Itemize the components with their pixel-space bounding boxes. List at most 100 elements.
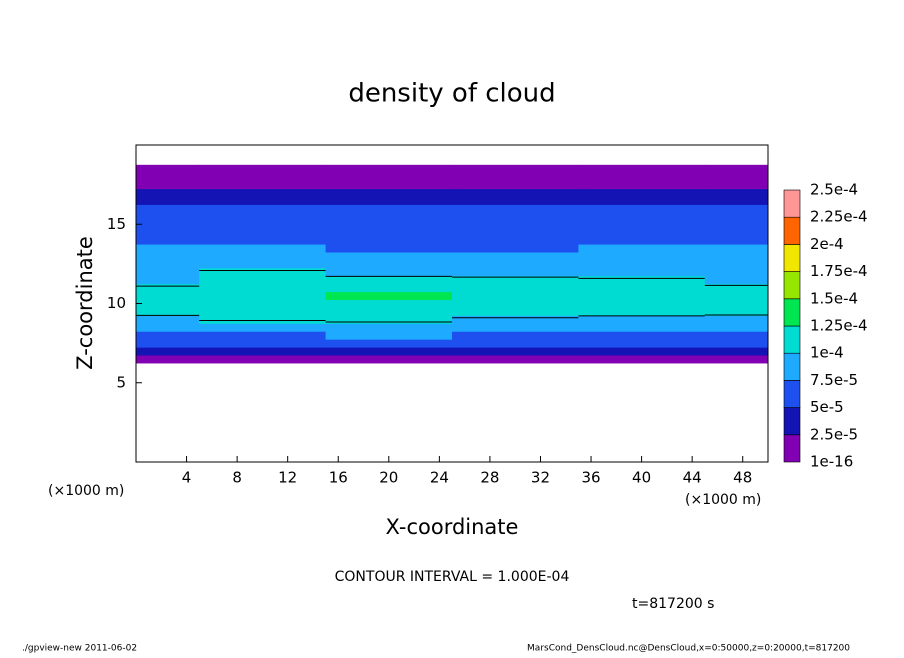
x-tick-label: 8 [232, 469, 242, 487]
field-cell [199, 172, 327, 182]
x-tick-label: 48 [733, 469, 752, 487]
field-cell [452, 259, 579, 269]
colorbar-segment [783, 407, 801, 436]
field-cell [136, 188, 200, 198]
field-cell [452, 212, 579, 221]
colorbar-label: 1.5e-4 [810, 289, 858, 307]
colorbar-segment [783, 271, 801, 300]
field-cell [578, 228, 706, 237]
colorbar-label: 5e-5 [810, 398, 844, 416]
colorbar-segment [783, 380, 801, 408]
field-cell [704, 188, 768, 198]
field-cell [704, 259, 768, 269]
field-cell [452, 307, 579, 316]
field-cell [452, 204, 579, 213]
field-cell [578, 347, 706, 356]
field-cell [452, 180, 579, 190]
x-tick-label: 16 [329, 469, 348, 487]
field-cell [704, 283, 768, 293]
field-cell [136, 283, 200, 293]
field-cell [199, 196, 327, 205]
field-cell [136, 267, 200, 277]
contour-note: CONTOUR INTERVAL = 1.000E-04 [335, 569, 570, 585]
field-cell [704, 196, 768, 205]
field-cell [578, 267, 706, 277]
field-cell [704, 236, 768, 245]
field-cell [199, 164, 327, 174]
field-cell [452, 283, 579, 293]
field-cell [325, 228, 453, 237]
field-cell [325, 244, 453, 253]
field-cell [704, 212, 768, 221]
x-tick-label: 44 [683, 469, 702, 487]
field-cell [578, 291, 706, 301]
field-cell [578, 204, 706, 213]
field-cell [578, 172, 706, 182]
x-tick-label: 12 [278, 469, 297, 487]
colorbar-segment [783, 189, 801, 218]
field-cell [325, 315, 453, 324]
y-tick-label: 5 [116, 373, 126, 391]
field-cell [578, 331, 706, 340]
footer-right: MarsCond_DensCloud.nc@DensCloud,x=0:5000… [527, 644, 850, 654]
footer-left: ./gpview-new 2011-06-02 [22, 644, 137, 654]
field-cell [325, 251, 453, 261]
field-cell [199, 299, 327, 308]
field-cell [325, 291, 453, 301]
field-cell [199, 236, 327, 245]
field-cell [704, 299, 768, 308]
field-cell [452, 347, 579, 356]
field-cell [136, 251, 200, 261]
field-cell [452, 339, 579, 348]
field-cell [199, 315, 327, 324]
field-cell [452, 331, 579, 340]
field-cell [325, 236, 453, 245]
field-cell [199, 220, 327, 229]
colorbar-label: 7.5e-5 [810, 371, 858, 389]
field-cell [325, 347, 453, 356]
field-cell [325, 196, 453, 205]
field-cell [325, 259, 453, 269]
field-cell [199, 331, 327, 340]
field-cell [136, 275, 200, 285]
field-cell [325, 188, 453, 198]
field-cell [325, 172, 453, 182]
field-cell [136, 228, 200, 237]
field-cell [199, 180, 327, 190]
field-cell [452, 228, 579, 237]
colorbar-label: 1.75e-4 [810, 262, 868, 280]
field-cell [452, 355, 579, 364]
x-tick-label: 20 [379, 469, 398, 487]
field-cell [325, 355, 453, 364]
field-cell [325, 323, 453, 332]
field-cell [199, 283, 327, 293]
field-cell [325, 220, 453, 229]
field-cell [704, 251, 768, 261]
field-cell [325, 283, 453, 293]
field-cell [704, 172, 768, 182]
field-cell [452, 323, 579, 332]
field-cell [452, 196, 579, 205]
field-cell [136, 236, 200, 245]
field-cell [136, 331, 200, 340]
field-cell [578, 299, 706, 308]
field-cell [452, 267, 579, 277]
y-tick-label: 10 [107, 294, 126, 312]
field-cell [452, 220, 579, 229]
colorbar-segment [783, 298, 801, 327]
x-tick-label: 28 [480, 469, 499, 487]
field-cell [199, 204, 327, 213]
field-cell [325, 180, 453, 190]
field-cell [704, 244, 768, 253]
field-cell [136, 204, 200, 213]
colorbar-segment [783, 434, 801, 463]
field-cell [136, 259, 200, 269]
field-cell [578, 212, 706, 221]
field-cell [452, 275, 579, 285]
field-cell [136, 164, 200, 174]
field-cell [704, 180, 768, 190]
x-tick-label: 36 [581, 469, 600, 487]
field-cell [325, 164, 453, 174]
field-cell [325, 275, 453, 285]
